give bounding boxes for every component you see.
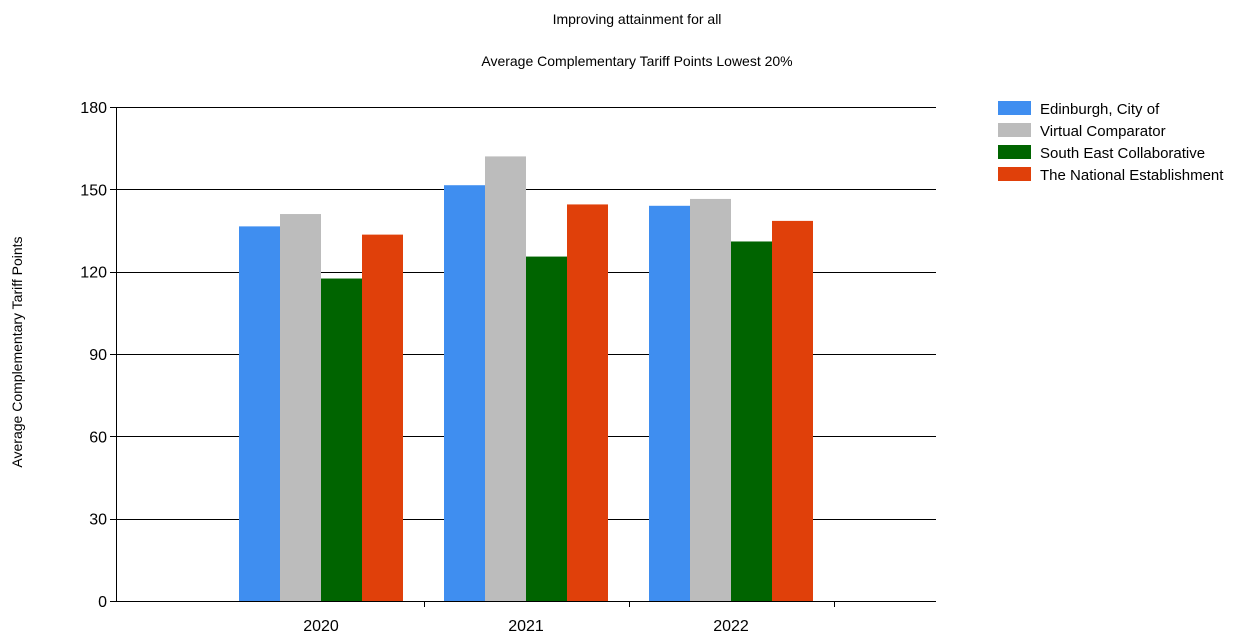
legend-swatch [998, 101, 1031, 115]
bar-2021-series-2 [485, 156, 526, 601]
legend-label: The National Establishment [1040, 167, 1224, 184]
legend-label: Virtual Comparator [1040, 123, 1166, 140]
y-tick-label: 30 [89, 512, 107, 529]
chart-title: Improving attainment for all [553, 11, 722, 27]
legend-swatch [998, 167, 1031, 181]
legend-label: Edinburgh, City of [1040, 101, 1160, 118]
y-tick-label: 60 [89, 429, 107, 446]
bar-2021-series-3 [526, 256, 567, 601]
y-tick-label: 180 [80, 100, 107, 117]
legend-swatch [998, 123, 1031, 137]
bar-2020-series-3 [321, 278, 362, 601]
x-tick-label: 2020 [303, 618, 339, 632]
x-tick-label: 2022 [713, 618, 749, 632]
tick-labels: 0 30 60 90 120 150 180 2020 2021 2022 [80, 100, 749, 635]
chart-subtitle: Average Complementary Tariff Points Lowe… [481, 53, 792, 69]
x-tick-label: 2021 [508, 618, 544, 632]
y-tick-label: 150 [80, 182, 107, 199]
y-tick-label: 0 [98, 594, 107, 611]
bar-2022-series-3 [731, 241, 772, 601]
legend-label: South East Collaborative [1040, 145, 1205, 162]
bar-2021-series-1 [444, 185, 485, 601]
legend: Edinburgh, City of Virtual Comparator Sout… [998, 101, 1224, 184]
bar-2021-series-4 [567, 204, 608, 601]
bars [239, 156, 813, 602]
bar-2020-series-2 [280, 214, 321, 602]
y-tick-label: 90 [89, 347, 107, 364]
y-axis-label: Average Complementary Tariff Points [9, 236, 25, 467]
axes [110, 107, 936, 607]
legend-swatch [998, 145, 1031, 159]
bar-2020-series-1 [239, 226, 280, 601]
bar-2020-series-4 [362, 234, 403, 601]
y-tick-label: 120 [80, 265, 107, 282]
bar-2022-series-1 [649, 205, 690, 602]
bar-2022-series-4 [772, 220, 813, 601]
bar-2022-series-2 [690, 198, 731, 601]
